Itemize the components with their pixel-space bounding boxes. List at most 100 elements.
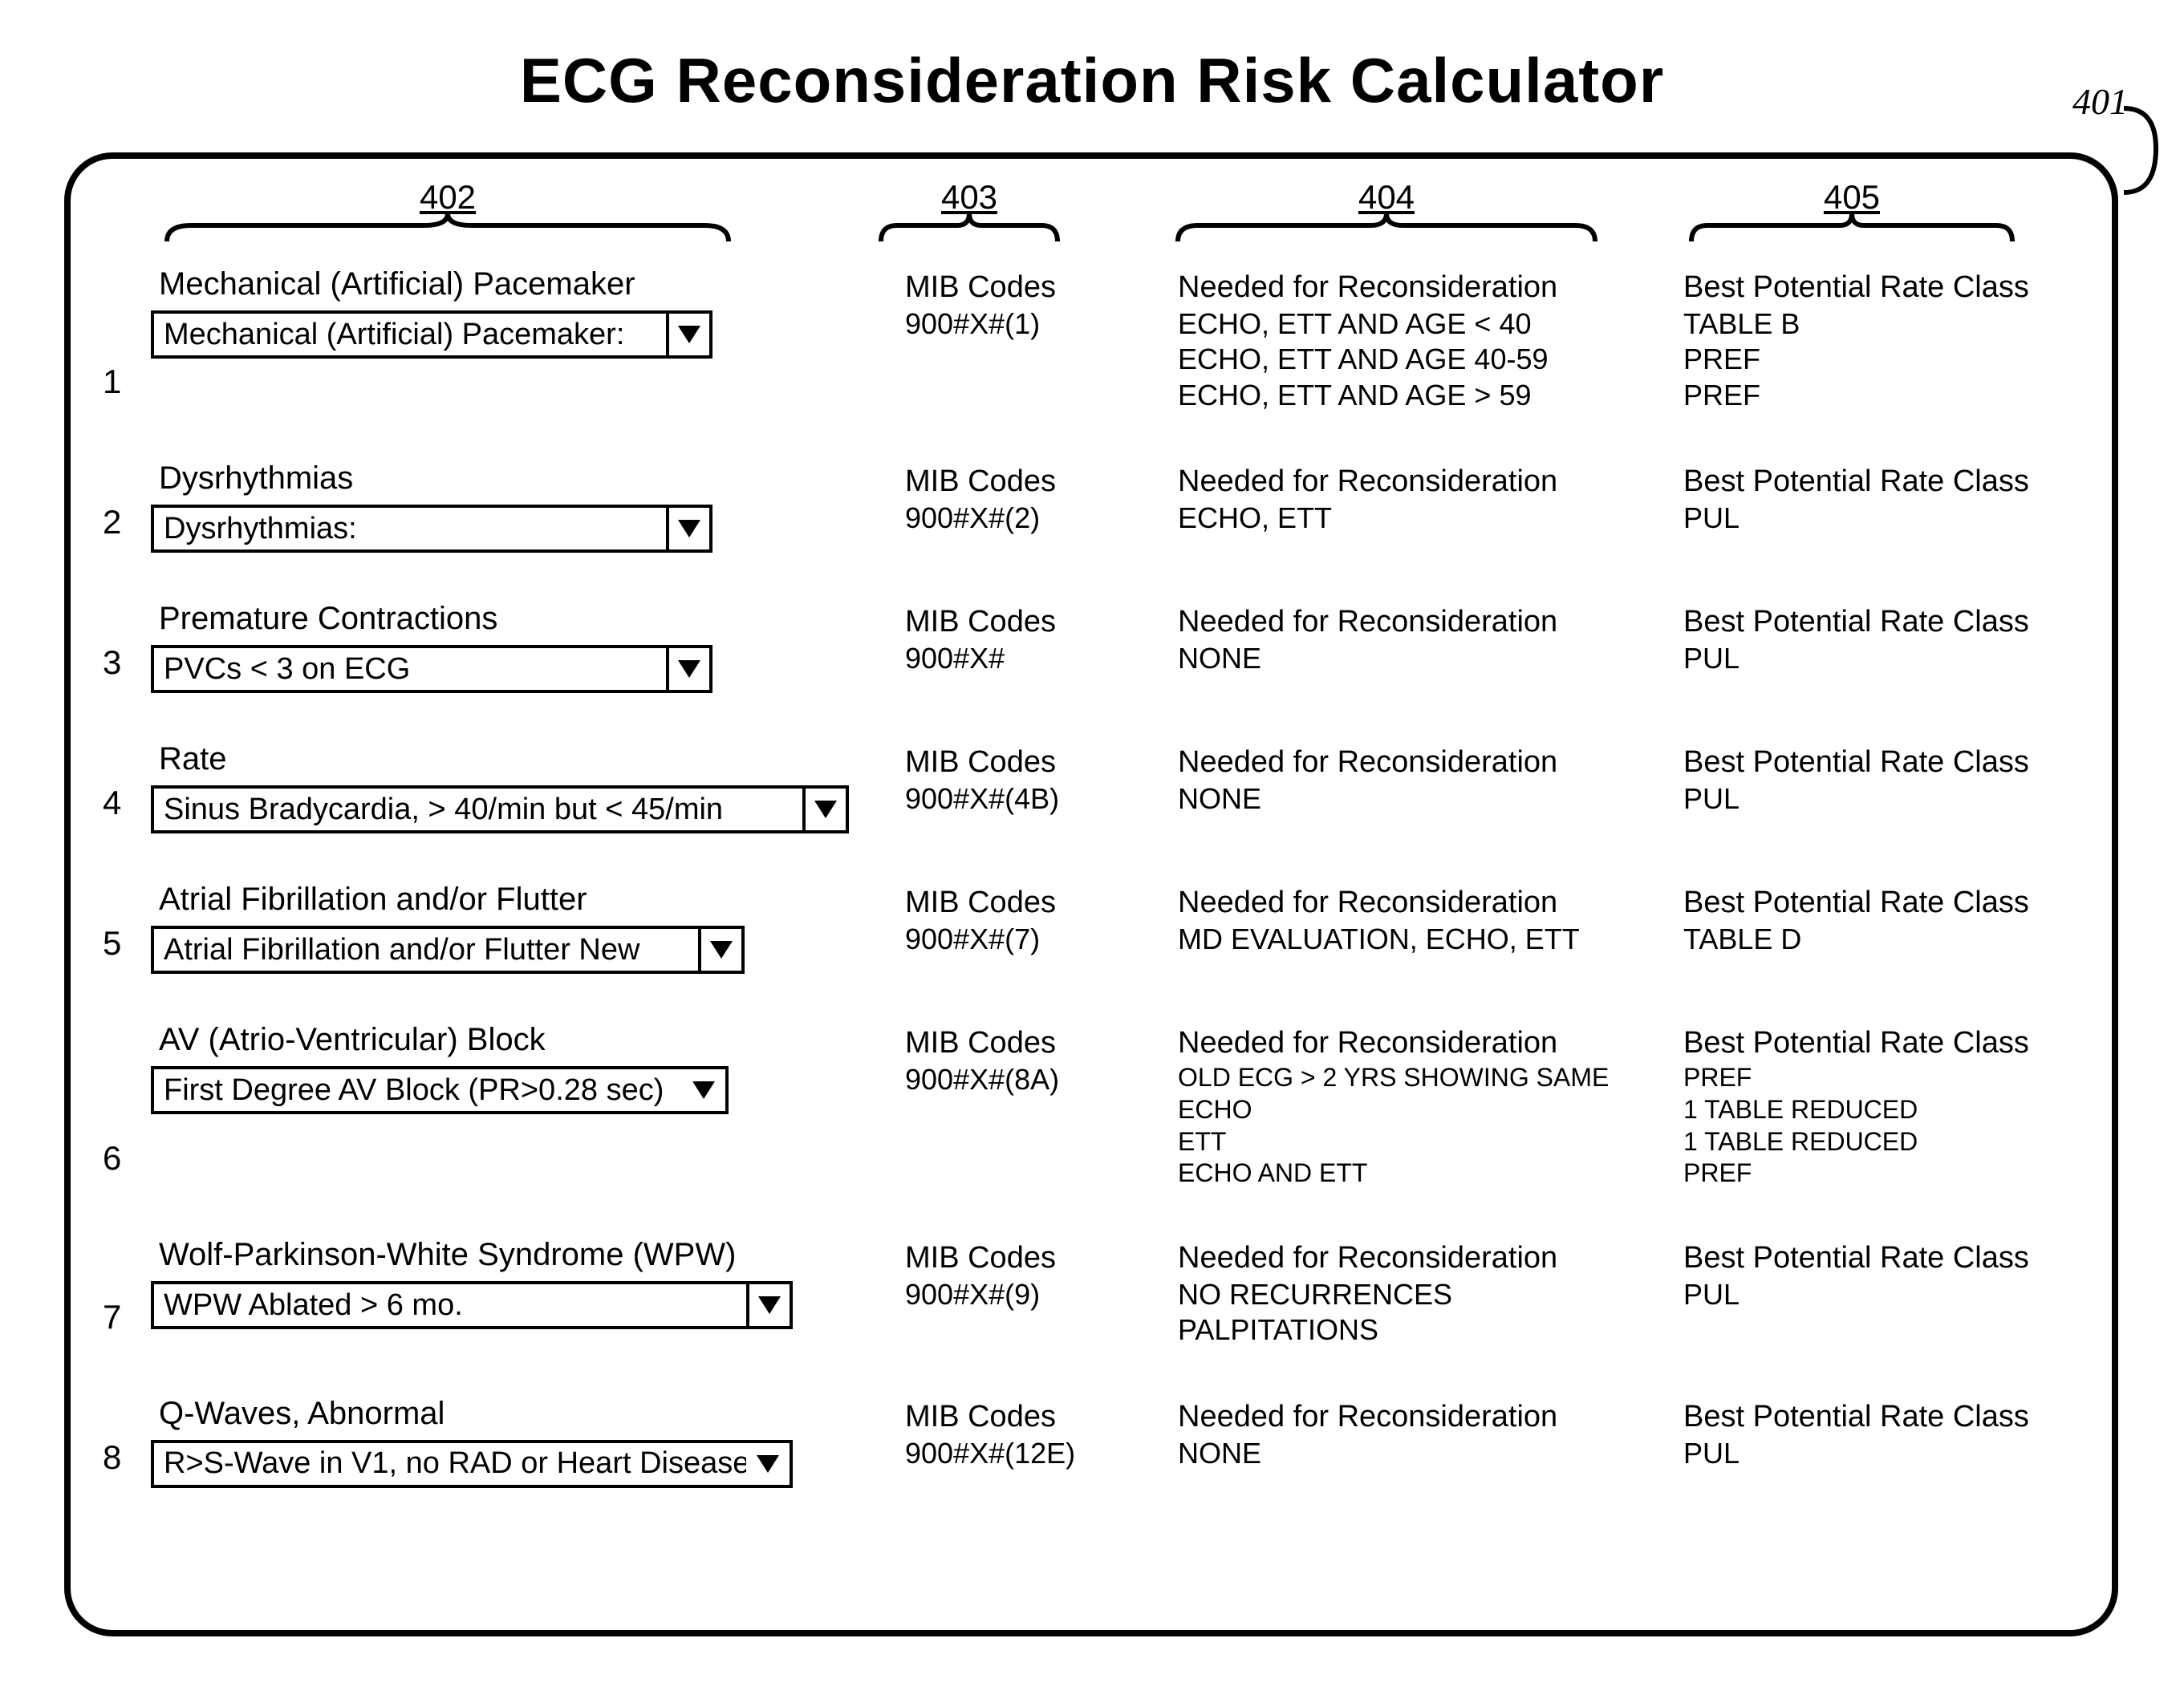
calculator-row: 2Dysrhythmias Dysrhythmias: MIB Codes900#X… [103,444,2080,585]
chevron-down-icon[interactable] [698,929,741,971]
best-rate-value: 1 TABLE REDUCED [1683,1095,2085,1125]
needed-value: MD EVALUATION, ECHO, ETT [1178,923,1667,956]
needed-value: ETT [1178,1127,1667,1158]
mib-codes-cell: MIB Codes900#X#(1) [873,266,1170,341]
best-rate-cell: Best Potential Rate ClassPUL [1667,1396,2085,1470]
needed-header: Needed for Reconsideration [1178,1399,1667,1435]
mib-codes-cell: MIB Codes900#X#(9) [873,1237,1170,1312]
needed-header: Needed for Reconsideration [1178,464,1667,500]
mib-codes-header: MIB Codes [905,744,1170,781]
select-value: First Degree AV Block (PR>0.28 sec) [154,1073,682,1108]
category-select[interactable]: First Degree AV Block (PR>0.28 sec) [151,1066,729,1114]
category-select[interactable]: Sinus Bradycardia, > 40/min but < 45/min [151,785,849,833]
needed-value: NONE [1178,782,1667,816]
mib-codes-cell: MIB Codes900#X#(2) [873,460,1170,535]
col-brace-405 [1683,213,2020,245]
category-label: Premature Contractions [151,601,873,637]
category-cell: Dysrhythmias Dysrhythmias: [151,460,873,553]
select-value: Atrial Fibrillation and/or Flutter New [154,933,698,967]
needed-header: Needed for Reconsideration [1178,885,1667,921]
mib-code-value: 900#X#(1) [905,307,1170,341]
best-rate-header: Best Potential Rate Class [1683,464,2085,500]
category-label: Mechanical (Artificial) Pacemaker [151,266,873,302]
mib-codes-header: MIB Codes [905,604,1170,640]
chevron-down-icon[interactable] [666,648,709,690]
chevron-down-icon[interactable] [666,314,709,355]
needed-cell: Needed for ReconsiderationNONE [1170,741,1667,816]
mib-code-value: 900#X#(8A) [905,1063,1170,1097]
best-rate-cell: Best Potential Rate ClassPUL [1667,1237,2085,1312]
row-number: 2 [103,503,151,553]
needed-value: NONE [1178,642,1667,675]
best-rate-header: Best Potential Rate Class [1683,1025,2085,1061]
rows-container: 1Mechanical (Artificial) PacemakerMechan… [103,250,2080,1520]
category-label: Dysrhythmias [151,460,873,497]
select-value: R>S-Wave in V1, no RAD or Heart Disease [154,1446,746,1481]
category-select[interactable]: WPW Ablated > 6 mo. [151,1281,793,1329]
category-cell: Wolf-Parkinson-White Syndrome (WPW)WPW A… [151,1237,873,1329]
category-cell: Premature Contractions PVCs < 3 on ECG [151,601,873,693]
mib-codes-cell: MIB Codes900#X#(12E) [873,1396,1170,1470]
col-brace-404 [1170,213,1603,245]
mib-codes-header: MIB Codes [905,1399,1170,1435]
needed-value: PALPITATIONS [1178,1313,1667,1347]
chevron-down-icon[interactable] [802,789,846,830]
category-select[interactable]: Dysrhythmias: [151,505,712,553]
calculator-row: 6AV (Atrio-Ventricular) BlockFirst Degre… [103,1006,2080,1221]
category-select[interactable]: R>S-Wave in V1, no RAD or Heart Disease [151,1440,793,1488]
mib-codes-cell: MIB Codes900#X#(8A) [873,1022,1170,1097]
category-select[interactable]: Atrial Fibrillation and/or Flutter New [151,926,745,974]
category-cell: RateSinus Bradycardia, > 40/min but < 45… [151,741,873,833]
chevron-down-icon[interactable] [746,1284,790,1326]
best-rate-value: PUL [1683,1278,2085,1312]
best-rate-cell: Best Potential Rate ClassPUL [1667,741,2085,816]
needed-header: Needed for Reconsideration [1178,1240,1667,1276]
mib-code-value: 900#X#(9) [905,1278,1170,1312]
category-select[interactable]: PVCs < 3 on ECG [151,645,712,693]
best-rate-value: 1 TABLE REDUCED [1683,1127,2085,1158]
needed-cell: Needed for ReconsiderationMD EVALUATION,… [1170,882,1667,956]
needed-cell: Needed for ReconsiderationOLD ECG > 2 YR… [1170,1022,1667,1189]
select-value: Sinus Bradycardia, > 40/min but < 45/min [154,793,802,827]
mib-code-value: 900#X# [905,642,1170,675]
needed-value: NO RECURRENCES [1178,1278,1667,1312]
mib-codes-cell: MIB Codes900#X#(7) [873,882,1170,956]
col-label-405: 405 [1824,178,1880,217]
best-rate-value: PREF [1683,379,2085,412]
needed-cell: Needed for ReconsiderationECHO, ETT [1170,460,1667,535]
category-cell: Q-Waves, AbnormalR>S-Wave in V1, no RAD … [151,1396,873,1488]
category-select[interactable]: Mechanical (Artificial) Pacemaker: [151,310,712,359]
mib-codes-header: MIB Codes [905,1240,1170,1276]
mib-codes-cell: MIB Codes900#X# [873,601,1170,675]
calculator-panel: 402 403 404 405 1Mechanical (Artificial)… [64,152,2118,1636]
col-label-402: 402 [420,178,476,217]
needed-value: ECHO, ETT AND AGE 40-59 [1178,343,1667,376]
row-number: 6 [103,1139,151,1189]
calculator-row: 7Wolf-Parkinson-White Syndrome (WPW)WPW … [103,1221,2080,1380]
best-rate-cell: Best Potential Rate ClassTABLE BPREFPREF [1667,266,2085,412]
best-rate-value: TABLE B [1683,307,2085,341]
mib-code-value: 900#X#(2) [905,501,1170,535]
needed-value: ECHO [1178,1095,1667,1125]
best-rate-header: Best Potential Rate Class [1683,604,2085,640]
needed-value: ECHO, ETT [1178,501,1667,535]
mib-codes-header: MIB Codes [905,464,1170,500]
best-rate-header: Best Potential Rate Class [1683,270,2085,306]
needed-header: Needed for Reconsideration [1178,1025,1667,1061]
row-number: 3 [103,643,151,693]
select-value: WPW Ablated > 6 mo. [154,1288,746,1323]
calculator-row: 4RateSinus Bradycardia, > 40/min but < 4… [103,725,2080,866]
best-rate-header: Best Potential Rate Class [1683,1240,2085,1276]
best-rate-cell: Best Potential Rate ClassTABLE D [1667,882,2085,956]
needed-value: ECHO AND ETT [1178,1158,1667,1189]
needed-value: NONE [1178,1437,1667,1470]
mib-codes-cell: MIB Codes900#X#(4B) [873,741,1170,816]
chevron-down-icon[interactable] [682,1069,725,1111]
best-rate-header: Best Potential Rate Class [1683,1399,2085,1435]
row-number: 5 [103,924,151,974]
best-rate-header: Best Potential Rate Class [1683,885,2085,921]
mib-code-value: 900#X#(7) [905,923,1170,956]
select-value: PVCs < 3 on ECG [154,652,666,687]
chevron-down-icon[interactable] [666,508,709,549]
chevron-down-icon[interactable] [746,1443,790,1485]
